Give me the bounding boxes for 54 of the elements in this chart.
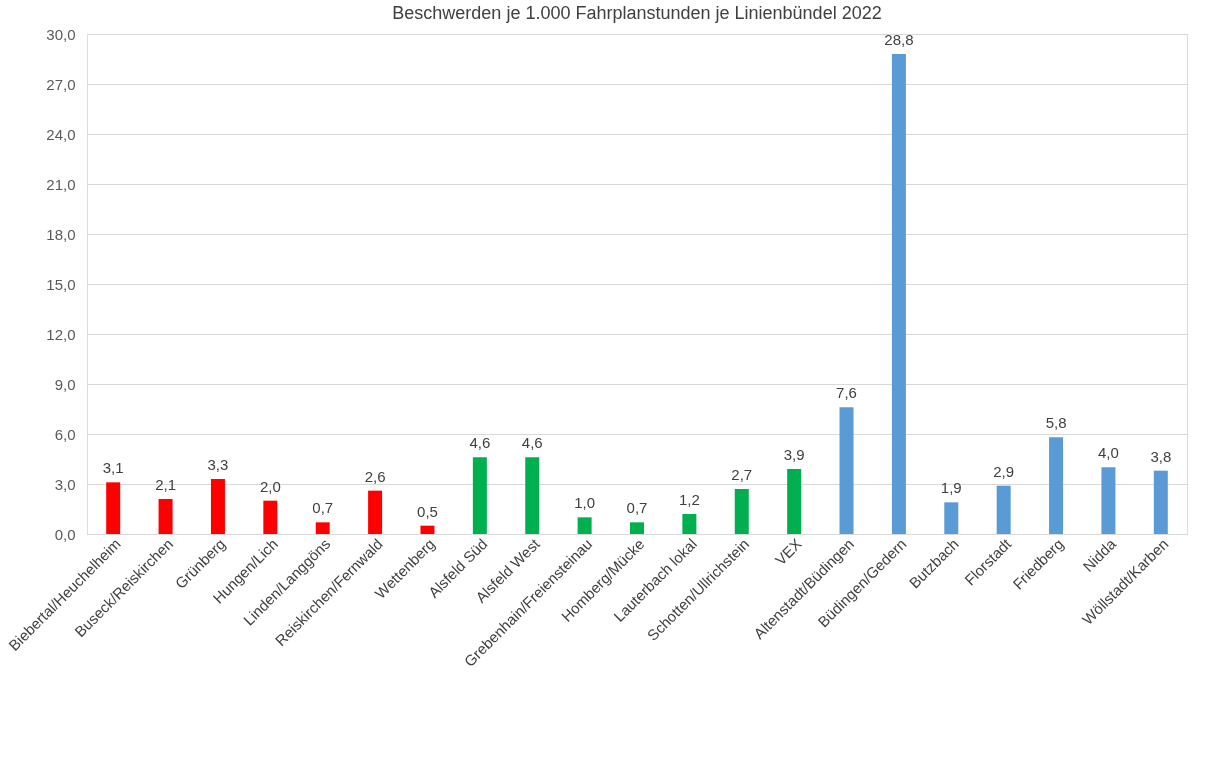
y-tick-label: 24,0 [46,125,76,143]
bar [630,522,644,534]
bar [525,457,540,534]
y-tick-label: 21,0 [46,175,76,193]
y-tick-label: 18,0 [46,225,76,243]
bar [787,469,802,534]
data-label: 2,6 [364,467,386,485]
data-label: 5,8 [1045,414,1067,432]
data-label: 3,9 [783,446,805,463]
data-label: 2,7 [731,466,753,483]
data-label: 3,3 [207,456,229,473]
bar [891,54,906,534]
data-label: 0,7 [626,499,648,517]
y-tick-label: 3,0 [54,475,76,493]
data-label: 1,0 [574,494,596,512]
data-label: 3,8 [1150,447,1172,465]
data-label: 2,0 [259,477,281,495]
bar [315,522,330,534]
data-label: 3,1 [102,459,124,477]
bar [839,407,854,534]
bar [1153,470,1168,534]
bar [996,485,1011,534]
bar [106,482,121,534]
y-tick-label: 9,0 [54,375,76,393]
chart-title: Beschwerden je 1.000 Fahrplanstunden je Linienbündel 2022 [392,3,882,23]
y-tick-label: 27,0 [46,75,76,93]
data-label: 4,6 [521,434,543,452]
bar [158,499,173,534]
bar [1049,437,1064,534]
y-tick-label: 30,0 [46,25,76,43]
data-label: 4,6 [469,434,491,452]
data-label: 0,5 [417,502,438,520]
data-label: 2,1 [155,476,176,493]
bar [472,457,487,534]
bar [263,500,278,534]
data-label: 0,7 [312,499,334,517]
bar [734,489,749,534]
bar [944,502,959,534]
data-label: 2,9 [993,462,1015,480]
data-label: 1,2 [678,491,700,508]
data-label: 1,9 [940,479,962,497]
y-tick-label: 12,0 [46,325,76,343]
bar [682,514,697,534]
y-tick-label: 6,0 [54,425,76,443]
bar [420,525,435,534]
y-tick-label: 0,0 [54,525,76,543]
bar [577,517,592,534]
bar [1101,467,1116,534]
bar [368,490,383,534]
bar [210,479,225,534]
data-label: 7,6 [836,384,857,402]
data-label: 4,0 [1098,444,1119,462]
data-label: 28,8 [884,31,914,48]
y-tick-label: 15,0 [46,275,76,293]
